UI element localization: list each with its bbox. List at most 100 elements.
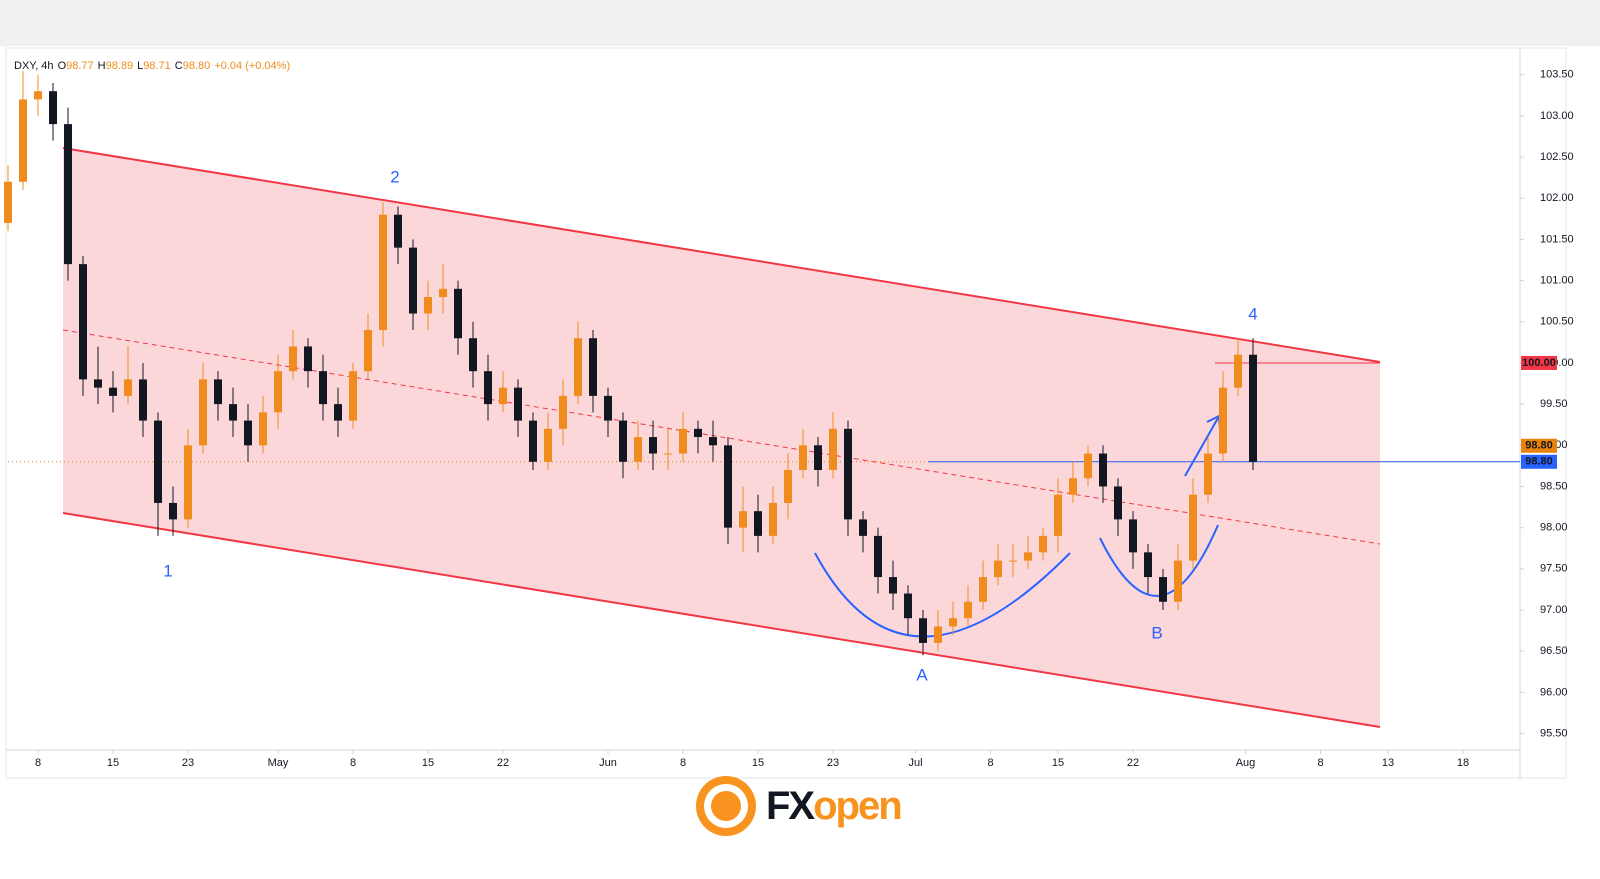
candle-body	[4, 181, 12, 223]
candle-body	[679, 428, 687, 454]
y-tick-label: 97.00	[1540, 604, 1568, 616]
candle-body	[1039, 535, 1047, 553]
y-tick-label: 98.50	[1540, 480, 1568, 492]
y-tick-label: 96.50	[1540, 645, 1568, 657]
x-tick-label: 15	[1052, 757, 1064, 769]
candle-body	[124, 379, 132, 396]
y-tick-label: 103.50	[1540, 69, 1574, 81]
candle-body	[244, 420, 252, 446]
ohlc-key: C	[175, 60, 183, 72]
candle-body	[394, 214, 402, 248]
y-tick-label: 98.00	[1540, 522, 1568, 534]
candle-body	[469, 338, 477, 372]
candle-body	[1084, 453, 1092, 479]
x-tick-label: 18	[1457, 757, 1469, 769]
x-tick-label: Aug	[1236, 757, 1256, 769]
y-tick-label: 102.00	[1540, 192, 1574, 204]
candle-body	[304, 346, 312, 372]
ohlc-value: 98.80	[183, 60, 211, 72]
x-tick-label: May	[268, 757, 289, 769]
x-tick-label: 15	[422, 757, 434, 769]
x-tick-label: 23	[182, 757, 194, 769]
candle-body	[214, 379, 222, 405]
candle-body	[259, 412, 267, 446]
candle-body	[1204, 453, 1212, 495]
level-badge	[1521, 438, 1557, 453]
candle-body	[589, 338, 597, 396]
ohlc-value: 98.89	[106, 60, 134, 72]
level-label: 100.00	[1522, 357, 1556, 369]
y-tick-label: 95.50	[1540, 727, 1568, 739]
symbol: DXY, 4h	[14, 60, 54, 72]
candle-body	[1219, 387, 1227, 454]
wave-label: B	[1151, 623, 1162, 642]
candle-body	[139, 379, 147, 421]
x-tick-label: 8	[1317, 757, 1323, 769]
candle-body	[559, 395, 567, 429]
candle-body	[1159, 577, 1167, 602]
x-tick-label: Jun	[599, 757, 617, 769]
candle-body	[799, 445, 807, 470]
y-tick-label: 99.50	[1540, 398, 1568, 410]
candle-body	[1234, 354, 1242, 388]
candle-body	[709, 437, 717, 446]
channel-mid	[62, 329, 1381, 545]
candle-body	[484, 371, 492, 405]
candle-body	[94, 379, 102, 388]
x-tick-label: 8	[680, 757, 686, 769]
wave-label: A	[916, 665, 928, 684]
x-tick-label: 15	[752, 757, 764, 769]
candle-body	[169, 502, 177, 520]
candle-body	[199, 379, 207, 446]
candle-body	[34, 91, 42, 100]
candle-body	[829, 428, 837, 470]
candle-body	[904, 593, 912, 619]
candle-body	[19, 99, 27, 182]
candle-body	[634, 437, 642, 462]
candle-body	[1174, 560, 1182, 602]
candle-body	[544, 428, 552, 462]
candle-body	[154, 420, 162, 503]
candle-body	[274, 371, 282, 413]
candle-body	[1009, 560, 1017, 562]
channel-upper	[62, 147, 1381, 363]
candle-body	[619, 420, 627, 462]
x-tick-label: 13	[1382, 757, 1394, 769]
candle-body	[349, 371, 357, 421]
candle-body	[964, 601, 972, 619]
candle-body	[664, 453, 672, 455]
candle-body	[334, 404, 342, 421]
x-tick-label: 23	[827, 757, 839, 769]
y-tick-label: 101.00	[1540, 274, 1574, 286]
top-strip	[0, 0, 1600, 46]
candle-body	[109, 387, 117, 396]
arrow	[1184, 417, 1219, 477]
ohlc: O98.77 H98.89 L98.71 C98.80	[58, 60, 211, 72]
x-tick-label: Jul	[908, 757, 922, 769]
y-tick-label: 103.00	[1540, 110, 1574, 122]
candle-body	[784, 470, 792, 503]
candle-body	[1054, 494, 1062, 536]
candle-body	[604, 395, 612, 421]
channel-lower	[62, 512, 1381, 728]
candle-body	[49, 91, 57, 125]
level-label: 98.80	[1525, 440, 1553, 452]
logo-suffix: open	[813, 784, 901, 828]
x-tick-label: 15	[107, 757, 119, 769]
candle-body	[514, 387, 522, 421]
change: +0.04 (+0.04%)	[214, 60, 290, 72]
candle-body	[919, 618, 927, 643]
candle-body	[754, 511, 762, 536]
candle-body	[769, 502, 777, 536]
ohlc-key: L	[137, 60, 143, 72]
level-badge	[1521, 454, 1557, 469]
y-tick-label: 100.50	[1540, 316, 1574, 328]
ohlc-key: H	[98, 60, 106, 72]
candle-body	[874, 535, 882, 578]
y-tick-label: 96.00	[1540, 686, 1568, 698]
candle-body	[1069, 478, 1077, 495]
wave-label: 2	[390, 167, 399, 186]
candle-body	[184, 445, 192, 520]
candle-body	[979, 577, 987, 602]
